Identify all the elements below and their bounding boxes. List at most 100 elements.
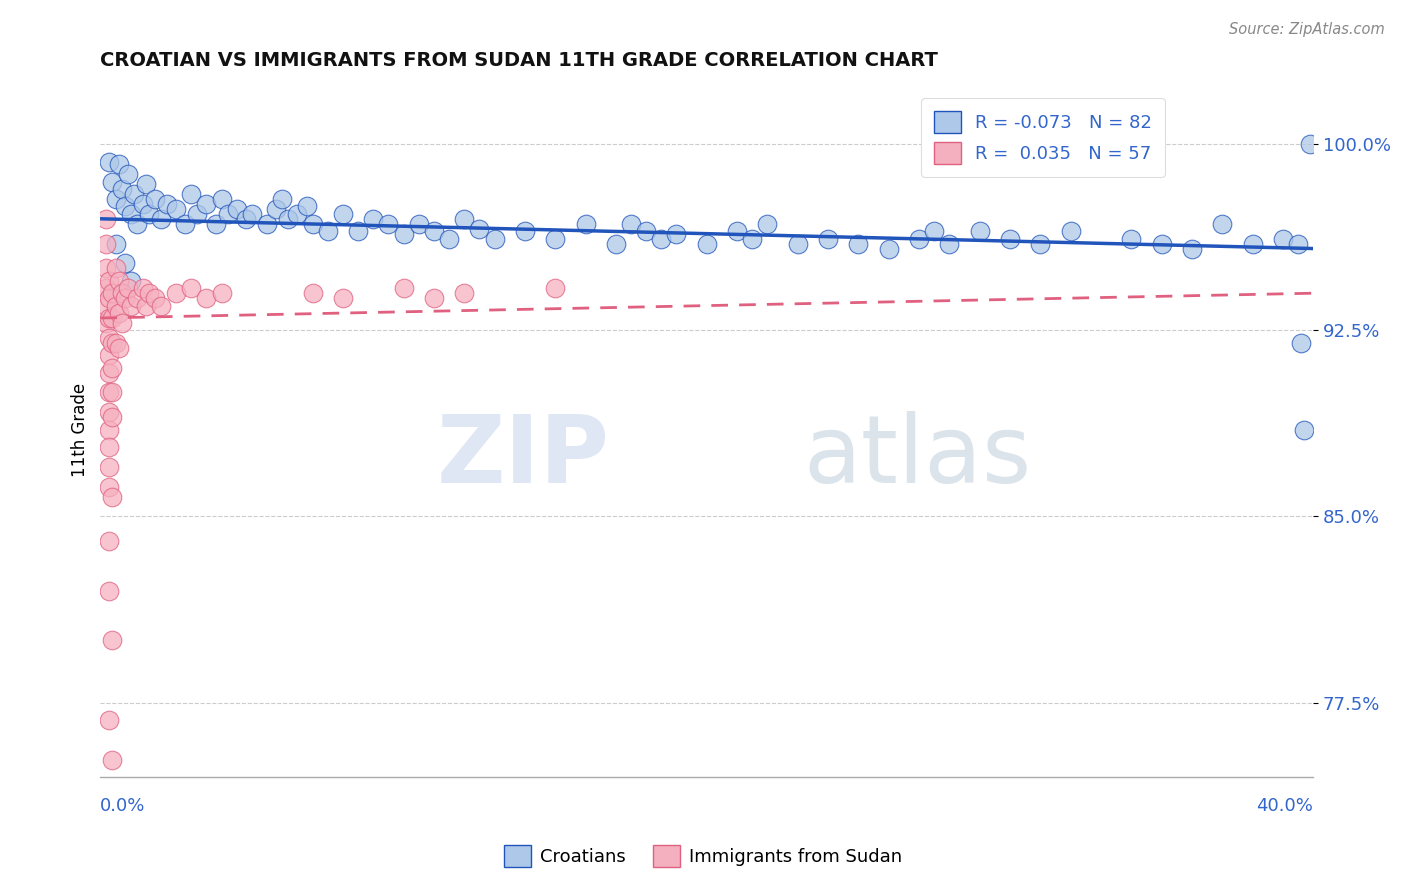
Point — [1294, 423, 1316, 437]
Text: Source: ZipAtlas.com: Source: ZipAtlas.com — [1229, 22, 1385, 37]
Point — [101, 490, 124, 504]
Point — [98, 348, 121, 362]
Point — [150, 299, 173, 313]
Point — [110, 182, 132, 196]
Text: 40.0%: 40.0% — [1257, 797, 1313, 814]
Point — [287, 207, 309, 221]
Point — [101, 335, 124, 350]
Point — [484, 232, 506, 246]
Point — [135, 299, 157, 313]
Point — [361, 211, 384, 226]
Point — [392, 281, 415, 295]
Point — [574, 217, 596, 231]
Point — [165, 286, 187, 301]
Point — [204, 217, 226, 231]
Point — [114, 256, 136, 270]
Point — [98, 713, 121, 727]
Point — [98, 534, 121, 549]
Point — [922, 224, 945, 238]
Point — [256, 217, 278, 231]
Point — [423, 291, 446, 305]
Point — [96, 299, 118, 313]
Point — [544, 232, 567, 246]
Point — [938, 236, 960, 251]
Point — [107, 306, 129, 320]
Point — [138, 207, 160, 221]
Point — [377, 217, 399, 231]
Point — [98, 331, 121, 345]
Point — [217, 207, 239, 221]
Point — [132, 281, 155, 295]
Point — [143, 291, 166, 305]
Point — [135, 177, 157, 191]
Point — [143, 192, 166, 206]
Point — [1060, 224, 1083, 238]
Point — [110, 286, 132, 301]
Point — [235, 211, 257, 226]
Point — [98, 480, 121, 494]
Point — [725, 224, 748, 238]
Point — [1150, 236, 1173, 251]
Point — [98, 440, 121, 454]
Point — [98, 385, 121, 400]
Point — [848, 236, 870, 251]
Point — [104, 236, 127, 251]
Point — [817, 232, 839, 246]
Point — [98, 366, 121, 380]
Point — [513, 224, 536, 238]
Point — [117, 281, 139, 295]
Point — [96, 211, 118, 226]
Point — [98, 583, 121, 598]
Point — [1271, 232, 1294, 246]
Point — [107, 157, 129, 171]
Point — [165, 202, 187, 216]
Y-axis label: 11th Grade: 11th Grade — [72, 383, 89, 476]
Point — [98, 291, 121, 305]
Point — [114, 291, 136, 305]
Point — [696, 236, 718, 251]
Point — [117, 167, 139, 181]
Point — [741, 232, 763, 246]
Point — [195, 197, 218, 211]
Point — [104, 192, 127, 206]
Text: 0.0%: 0.0% — [100, 797, 146, 814]
Point — [120, 207, 142, 221]
Point — [101, 175, 124, 189]
Point — [1029, 236, 1052, 251]
Point — [453, 286, 475, 301]
Point — [138, 286, 160, 301]
Point — [650, 232, 672, 246]
Point — [186, 207, 208, 221]
Point — [98, 423, 121, 437]
Point — [96, 236, 118, 251]
Point — [605, 236, 627, 251]
Point — [98, 154, 121, 169]
Point — [101, 753, 124, 767]
Point — [423, 224, 446, 238]
Point — [107, 274, 129, 288]
Point — [98, 274, 121, 288]
Point — [122, 186, 145, 201]
Point — [969, 224, 991, 238]
Point — [96, 281, 118, 295]
Point — [408, 217, 430, 231]
Point — [347, 224, 370, 238]
Point — [877, 242, 900, 256]
Point — [240, 207, 263, 221]
Point — [104, 299, 127, 313]
Point — [392, 227, 415, 241]
Point — [1181, 242, 1204, 256]
Point — [1241, 236, 1264, 251]
Point — [132, 197, 155, 211]
Point — [96, 261, 118, 276]
Point — [468, 221, 491, 235]
Point — [1121, 232, 1143, 246]
Point — [544, 281, 567, 295]
Point — [120, 299, 142, 313]
Point — [1211, 217, 1233, 231]
Point — [277, 211, 299, 226]
Point — [98, 311, 121, 326]
Point — [101, 360, 124, 375]
Point — [101, 311, 124, 326]
Point — [316, 224, 339, 238]
